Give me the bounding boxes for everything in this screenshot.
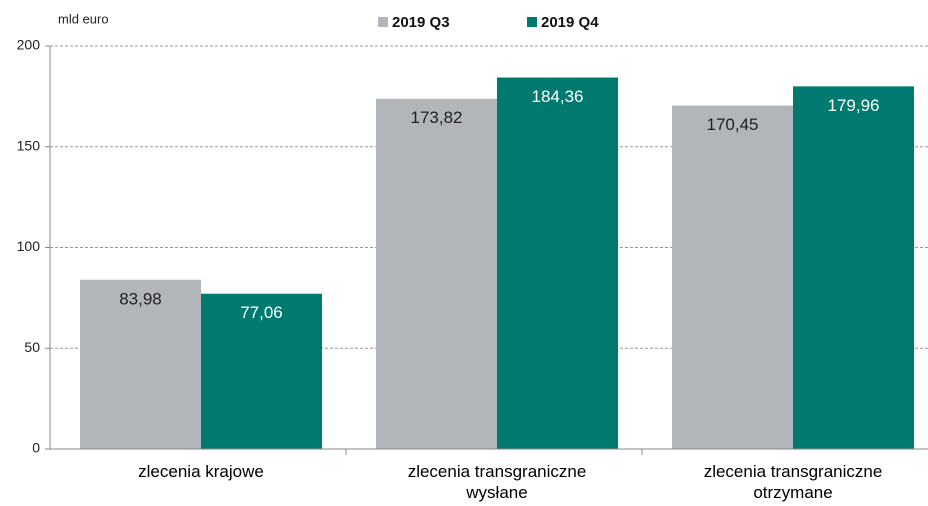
bar bbox=[672, 105, 793, 450]
x-tick-label: zlecenia transgraniczne wysłane bbox=[407, 462, 587, 502]
y-tick-label: 50 bbox=[24, 339, 40, 355]
bar bbox=[497, 77, 618, 450]
legend-label: 2019 Q4 bbox=[541, 14, 599, 31]
value-label: 77,06 bbox=[240, 303, 283, 322]
value-label: 173,82 bbox=[411, 108, 463, 127]
value-label: 170,45 bbox=[707, 115, 759, 134]
y-tick-label: 200 bbox=[17, 37, 41, 53]
y-tick-label: 100 bbox=[17, 238, 41, 254]
value-label: 184,36 bbox=[532, 87, 584, 106]
bar bbox=[80, 279, 201, 449]
bar bbox=[376, 98, 497, 450]
x-tick-label: zlecenia transgraniczne otrzymane bbox=[703, 462, 883, 502]
bar bbox=[201, 293, 322, 449]
x-tick-label: zlecenia krajowe bbox=[138, 462, 264, 481]
legend-swatch bbox=[527, 17, 537, 27]
y-tick-label: 0 bbox=[32, 440, 40, 456]
y-tick-label: 150 bbox=[17, 137, 41, 153]
legend-label: 2019 Q3 bbox=[392, 14, 450, 31]
y-axis-label: mld euro bbox=[58, 11, 109, 26]
bar bbox=[793, 86, 914, 449]
value-label: 83,98 bbox=[119, 289, 162, 308]
legend-swatch bbox=[378, 17, 388, 27]
value-label: 179,96 bbox=[828, 96, 880, 115]
